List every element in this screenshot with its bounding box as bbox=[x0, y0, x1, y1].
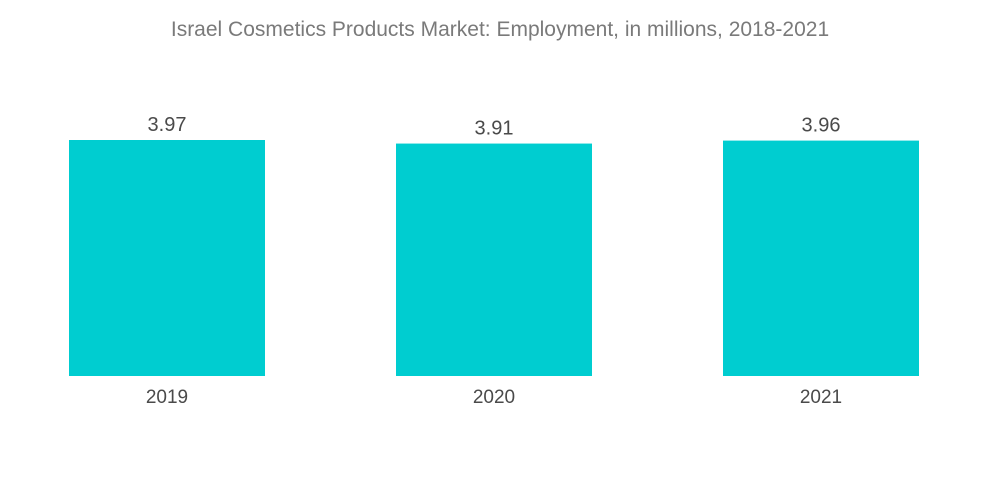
bar-2019 bbox=[69, 140, 265, 376]
bars-group bbox=[69, 140, 919, 376]
x-tick-label-2021: 2021 bbox=[800, 387, 842, 408]
chart-title: Israel Cosmetics Products Market: Employ… bbox=[170, 18, 830, 41]
bar-2020 bbox=[396, 143, 592, 376]
x-tick-label-2020: 2020 bbox=[473, 387, 515, 408]
value-label-2021: 3.96 bbox=[802, 115, 841, 137]
bar-2021 bbox=[723, 140, 919, 376]
value-label-2019: 3.97 bbox=[148, 114, 187, 136]
x-axis-tick-labels: 2019 2020 2021 bbox=[146, 387, 842, 408]
value-label-2020: 3.91 bbox=[475, 118, 514, 140]
value-labels-group: 3.97 3.91 3.96 bbox=[148, 114, 841, 140]
x-tick-label-2019: 2019 bbox=[146, 387, 188, 408]
